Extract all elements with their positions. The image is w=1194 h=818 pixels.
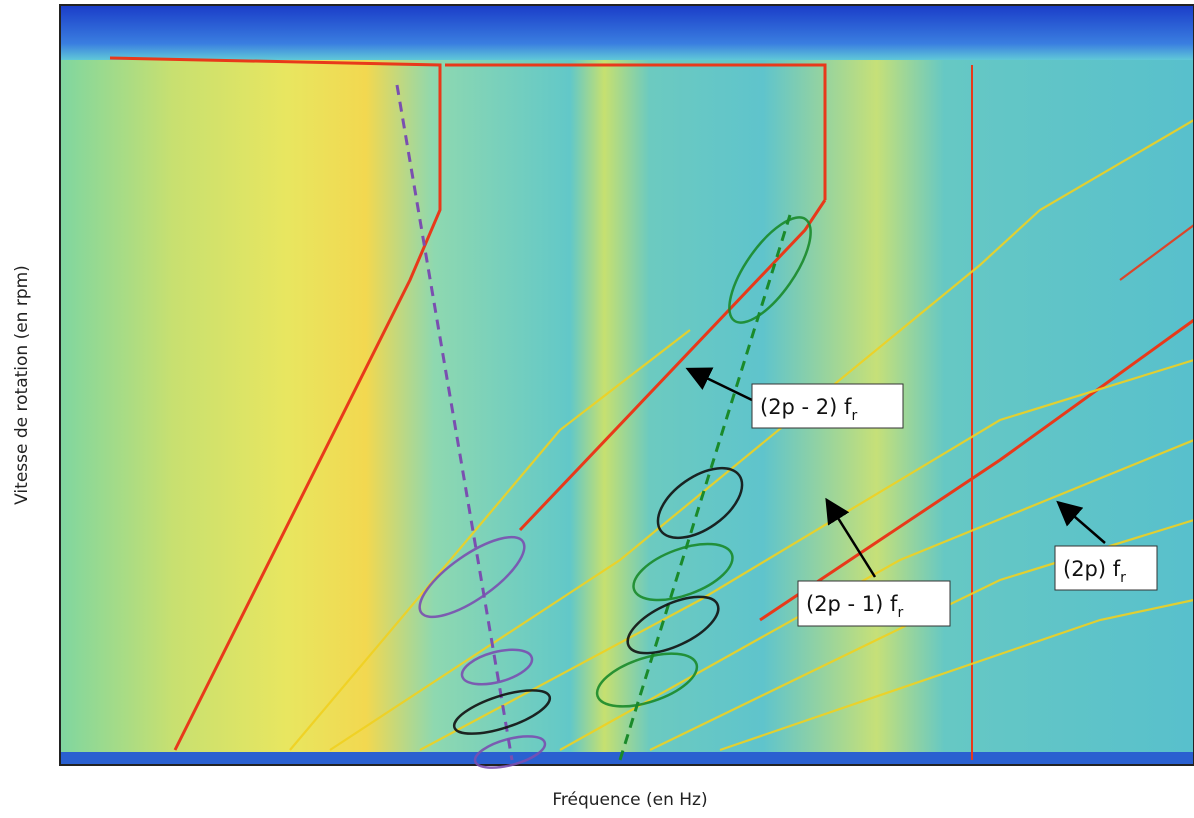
annotation-boxes bbox=[751, 383, 1158, 627]
x-axis-label: Fréquence (en Hz) bbox=[552, 790, 707, 810]
annotation: (2p) fr bbox=[1063, 557, 1126, 586]
spectrogram bbox=[59, 4, 1194, 766]
arrows bbox=[685, 367, 1106, 578]
annotation: (2p - 1) fr bbox=[806, 592, 903, 621]
y-axis-label: Vitesse de rotation (en rpm) bbox=[12, 265, 32, 505]
annotation: (2p - 2) fr bbox=[760, 395, 857, 424]
highlights bbox=[418, 216, 812, 769]
